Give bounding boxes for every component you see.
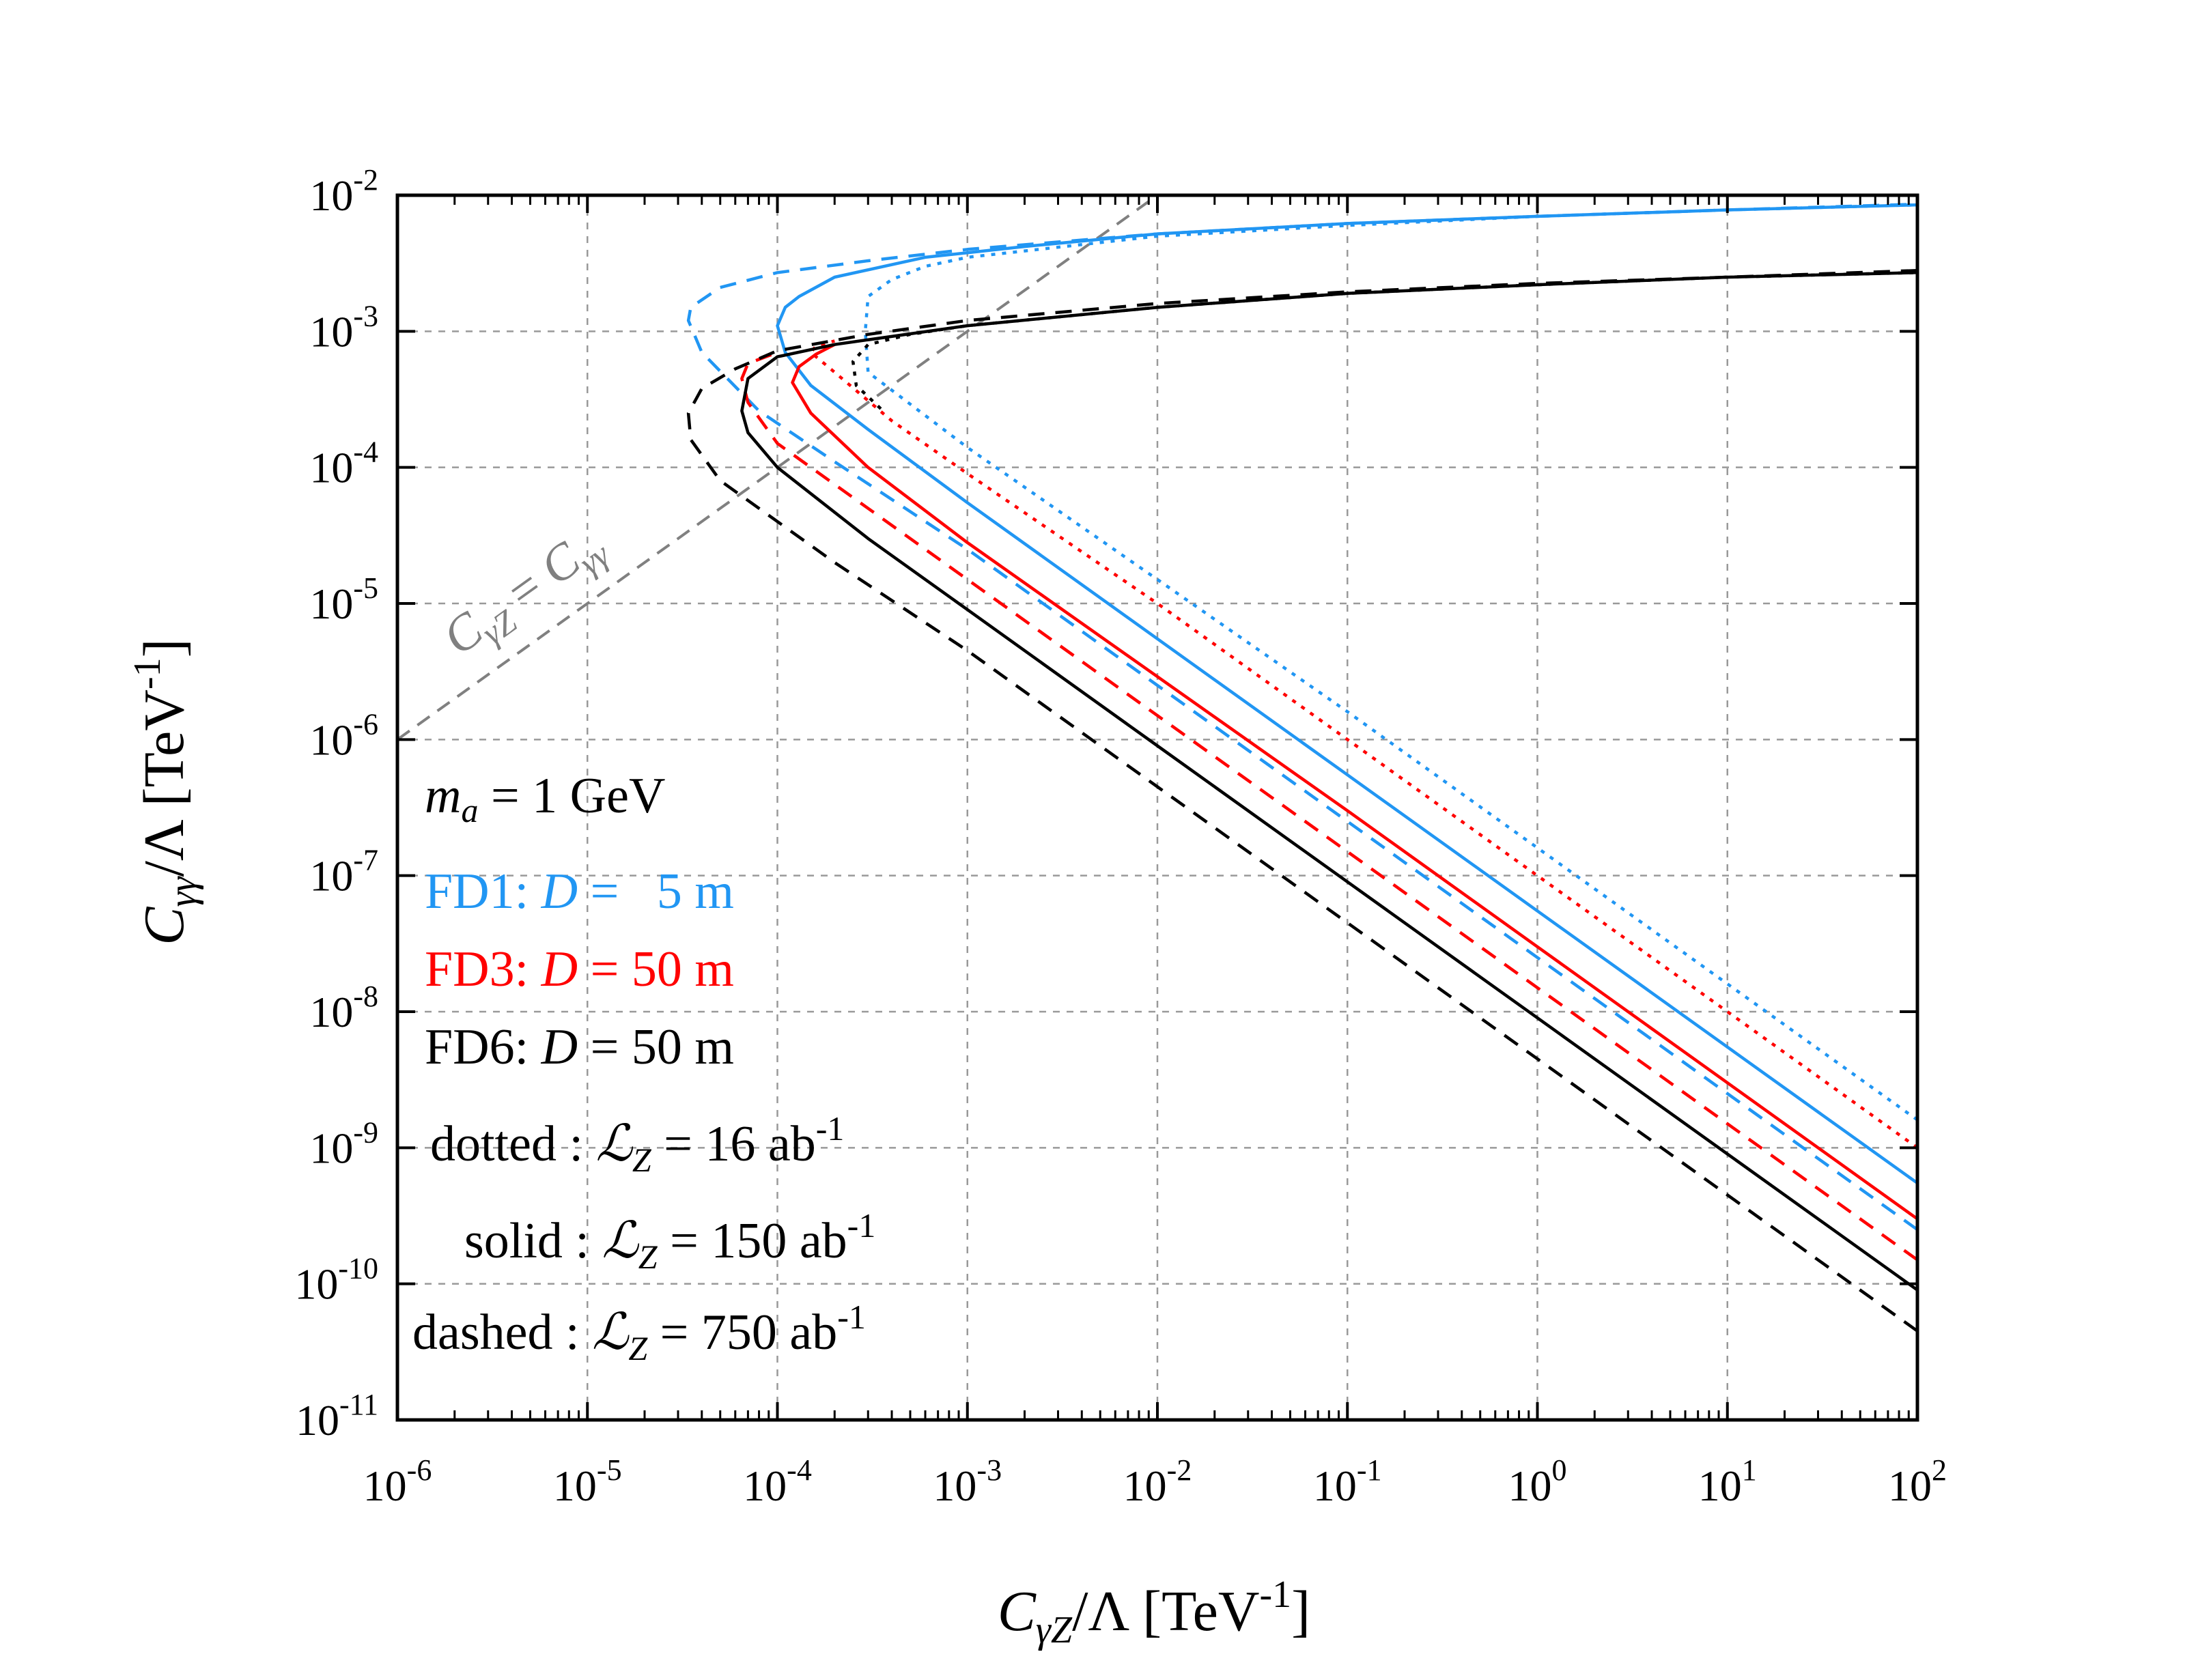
series-fd1-solid xyxy=(776,203,1919,1184)
x-tick-label: 10-4 xyxy=(743,1453,812,1510)
y-tick-label: 10-10 xyxy=(294,1252,378,1309)
x-tick-label: 10-1 xyxy=(1313,1453,1382,1510)
x-tick-label: 10-2 xyxy=(1123,1453,1192,1510)
x-tick-label: 10-5 xyxy=(553,1453,622,1510)
detector-label-fd1: FD1: D = 5 m xyxy=(425,864,734,920)
series-fd3-solid xyxy=(791,343,1919,1221)
x-tick-label: 100 xyxy=(1508,1453,1567,1510)
y-tick-label: 10-4 xyxy=(309,436,378,492)
axis-ticks xyxy=(396,194,1919,1421)
series-fd1-dashed xyxy=(686,202,1919,1231)
y-tick-label: 10-2 xyxy=(309,163,378,220)
y-tick-label: 10-9 xyxy=(309,1115,378,1172)
lumi-label-dashed: dashed : ℒZ = 750 ab-1 xyxy=(412,1298,866,1367)
y-tick-label: 10-3 xyxy=(309,299,378,356)
y-axis-title: Cγγ/Λ [TeV-1] xyxy=(126,638,204,945)
x-tick-label: 102 xyxy=(1888,1453,1947,1510)
lumi-label-solid: solid : ℒZ = 150 ab-1 xyxy=(464,1206,875,1276)
y-tick-label: 10-11 xyxy=(296,1388,378,1444)
series-fd6-dashed xyxy=(686,268,1919,1333)
series-fd6-solid xyxy=(740,271,1919,1292)
y-tick-label: 10-5 xyxy=(309,571,378,628)
x-tick-labels: 10-6 10-5 10-4 10-3 10-2 10-1 100 101 102 xyxy=(363,1453,1947,1510)
detector-label-fd6: FD6: D = 50 m xyxy=(425,1019,734,1075)
mass-label: ma = 1 GeV xyxy=(425,768,665,829)
detector-label-fd3: FD3: D = 50 m xyxy=(425,941,734,997)
x-tick-label: 101 xyxy=(1698,1453,1757,1510)
series-group xyxy=(686,202,1919,1333)
x-tick-label: 10-6 xyxy=(363,1453,432,1510)
y-tick-label: 10-8 xyxy=(309,980,378,1036)
y-tick-labels: 10-11 10-10 10-9 10-8 10-7 10-6 10-5 10-4 10-3 10… xyxy=(294,163,378,1444)
y-tick-label: 10-6 xyxy=(309,707,378,764)
series-fd3-dashed xyxy=(740,351,1919,1262)
x-tick-label: 10-3 xyxy=(933,1453,1002,1510)
x-axis-title: CγZ/Λ [TeV-1] xyxy=(998,1574,1310,1651)
y-tick-label: 10-7 xyxy=(309,844,378,900)
lumi-label-dotted: dotted : ℒZ = 16 ab-1 xyxy=(430,1109,844,1179)
series-fd1-dotted xyxy=(863,203,1919,1122)
